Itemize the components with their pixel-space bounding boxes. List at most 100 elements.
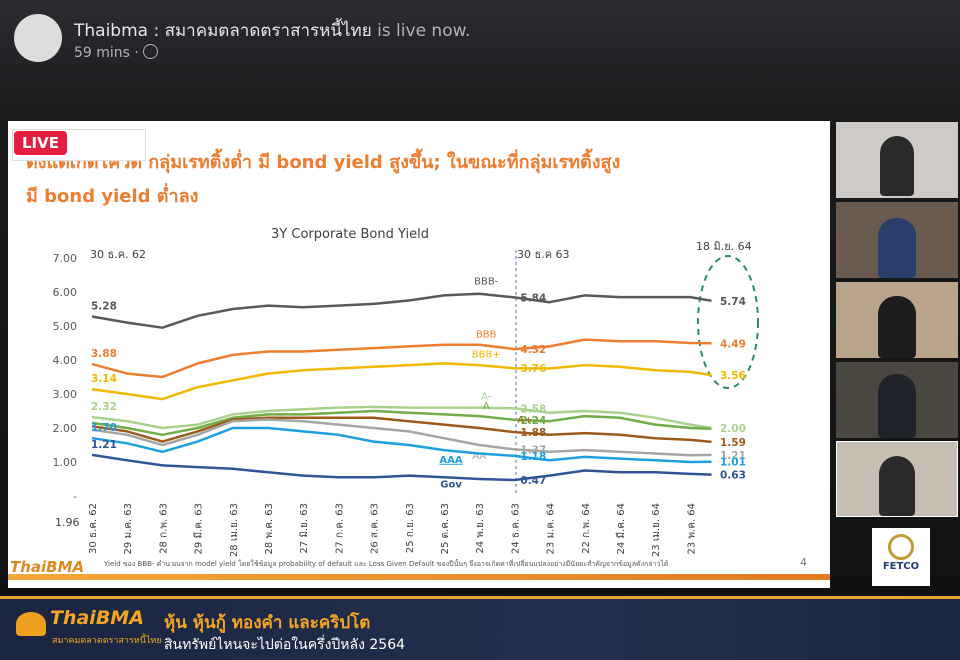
x-tick-label: 28 เม.ย. 63 bbox=[229, 503, 240, 557]
value-label: 3.76 bbox=[520, 363, 546, 375]
sponsor-logo: FETCO bbox=[872, 528, 930, 586]
value-label: 2.00 bbox=[720, 423, 746, 435]
y-tick-label: 7.00 bbox=[53, 252, 78, 265]
x-tick-label: 29 ม.ค. 63 bbox=[123, 503, 134, 554]
slide-logo: ThaiBMA bbox=[10, 558, 85, 576]
y-tick-label: 2.00 bbox=[53, 422, 78, 435]
series-name: A- bbox=[481, 392, 492, 403]
x-tick-label: 25 ต.ค. 63 bbox=[440, 503, 451, 554]
value-label: 1.21 bbox=[91, 439, 117, 451]
banner-headline: หุ้น หุ้นกู้ ทองคำ และคริปโต bbox=[164, 613, 371, 633]
sponsor-name: FETCO bbox=[882, 561, 920, 572]
value-label: 1.37 bbox=[520, 444, 546, 456]
y-tick-label: 1.00 bbox=[53, 456, 78, 469]
value-label: 2.58 bbox=[520, 403, 546, 415]
x-tick-label: 26 ส.ค. 63 bbox=[370, 503, 381, 554]
participant-video[interactable] bbox=[836, 362, 958, 438]
series-name: A+ bbox=[517, 415, 532, 426]
x-tick-label: 27 มิ.ย. 63 bbox=[299, 503, 310, 554]
series-name: BBB+ bbox=[472, 350, 501, 361]
slide-title-line: มี bond yield ต่ำลง bbox=[26, 186, 199, 207]
series-line bbox=[91, 416, 712, 444]
value-label: 1.70 bbox=[91, 422, 117, 434]
x-tick-label: 24 พ.ย. 63 bbox=[475, 503, 486, 554]
x-tick-label: 23 ม.ค. 64 bbox=[546, 503, 557, 554]
series-line bbox=[91, 418, 712, 457]
y-tick-label: 5.00 bbox=[53, 320, 78, 333]
slide bbox=[8, 121, 830, 588]
page-number: 4 bbox=[800, 556, 807, 569]
value-label: 2.32 bbox=[91, 401, 117, 413]
value-label: 1.01 bbox=[720, 457, 746, 469]
separator: · bbox=[134, 45, 139, 61]
value-label: 3.14 bbox=[91, 373, 117, 385]
value-label: 1.59 bbox=[720, 437, 746, 449]
y-tick-label: 6.00 bbox=[53, 286, 78, 299]
series-line bbox=[91, 409, 712, 437]
slide-title: ตั้งแต่เกิดโควิด กลุ่มเรทติ้งต่ำ มี bond… bbox=[26, 146, 826, 214]
banner-subheadline: สินทรัพย์ไหนจะไปต่อในครึ่งปีหลัง 2564 bbox=[164, 637, 406, 653]
participant-video[interactable] bbox=[836, 282, 958, 358]
live-status: is live now. bbox=[377, 21, 471, 41]
banner-icon bbox=[16, 612, 46, 636]
x-tick-label: 24 มี.ค. 64 bbox=[615, 503, 627, 554]
value-label: 4.49 bbox=[720, 338, 746, 350]
footnote: Yield ของ BBB- คำนวณจาก model yield โดยใ… bbox=[104, 560, 669, 568]
value-label: 0.47 bbox=[520, 475, 546, 487]
header-line: Thaibma : สมาคมตลาดตราสารหนี้ไทย is live… bbox=[74, 17, 470, 44]
annotation: 18 มิ.ย. 64 bbox=[696, 240, 752, 253]
series-name: AA bbox=[472, 451, 486, 462]
chart-title: 3Y Corporate Bond Yield bbox=[271, 227, 429, 242]
y-tick-label: 4.00 bbox=[53, 354, 78, 367]
participant-video[interactable] bbox=[836, 122, 958, 198]
post-time[interactable]: 59 mins bbox=[74, 45, 130, 61]
x-tick-label: 25 ก.ย. 63 bbox=[405, 503, 416, 553]
x-tick-label: 30 ธ.ค. 62 bbox=[88, 503, 99, 554]
series-name: A bbox=[483, 401, 490, 412]
globe-icon bbox=[143, 44, 159, 59]
x-tick-label: 23 เม.ย. 64 bbox=[651, 503, 662, 557]
value-label: 4.32 bbox=[520, 344, 546, 356]
page-avatar[interactable] bbox=[14, 14, 62, 62]
y-tick-label: - bbox=[73, 490, 77, 503]
banner-line bbox=[0, 596, 960, 599]
series-line bbox=[91, 453, 712, 482]
series-name: BBB- bbox=[474, 276, 499, 287]
series-line bbox=[91, 405, 712, 430]
banner-logo: ThaiBMA bbox=[50, 607, 144, 629]
participant-video[interactable] bbox=[836, 441, 958, 517]
value-label: 1.18 bbox=[520, 451, 546, 463]
meta-line: 59 mins · bbox=[74, 44, 159, 61]
x-tick-label: 28 ก.พ. 63 bbox=[158, 503, 169, 554]
series-line bbox=[91, 426, 712, 464]
value-label: 5.74 bbox=[720, 296, 746, 308]
series-line bbox=[91, 362, 712, 401]
series-name: BBB bbox=[476, 330, 497, 341]
x-tick-label: 28 พ.ค. 63 bbox=[264, 503, 275, 554]
x-tick-label: 24 ธ.ค. 63 bbox=[510, 503, 521, 554]
value-label: 5.28 bbox=[91, 300, 117, 312]
series-name: AAA bbox=[439, 455, 462, 466]
value-label: 1.21 bbox=[720, 450, 746, 462]
y-tick-label: 3.00 bbox=[53, 388, 78, 401]
x-tick-label: 22 ก.พ. 64 bbox=[581, 503, 592, 554]
annotation: 30 ธ.ค 63 bbox=[517, 248, 570, 261]
live-badge: LIVE bbox=[14, 131, 67, 155]
page-name[interactable]: Thaibma : สมาคมตลาดตราสารหนี้ไทย bbox=[74, 21, 372, 41]
series-name: Gov bbox=[440, 480, 462, 491]
x-tick-label: 29 มี.ค. 63 bbox=[193, 503, 205, 554]
participant-video[interactable] bbox=[836, 202, 958, 278]
lower-banner bbox=[0, 596, 960, 660]
value-label: 0.63 bbox=[720, 470, 746, 482]
value-label: 1.88 bbox=[520, 427, 546, 439]
highlight-ellipse bbox=[697, 255, 759, 389]
slide-title-line: ตั้งแต่เกิดโควิด กลุ่มเรทติ้งต่ำ มี bond… bbox=[26, 152, 621, 173]
value-label: 5.84 bbox=[520, 292, 546, 304]
value-label: 3.56 bbox=[720, 370, 746, 382]
value-label: 3.88 bbox=[91, 348, 117, 360]
value-label: 2.24 bbox=[520, 415, 546, 427]
slide-bar bbox=[8, 574, 830, 580]
series-line bbox=[91, 292, 712, 329]
